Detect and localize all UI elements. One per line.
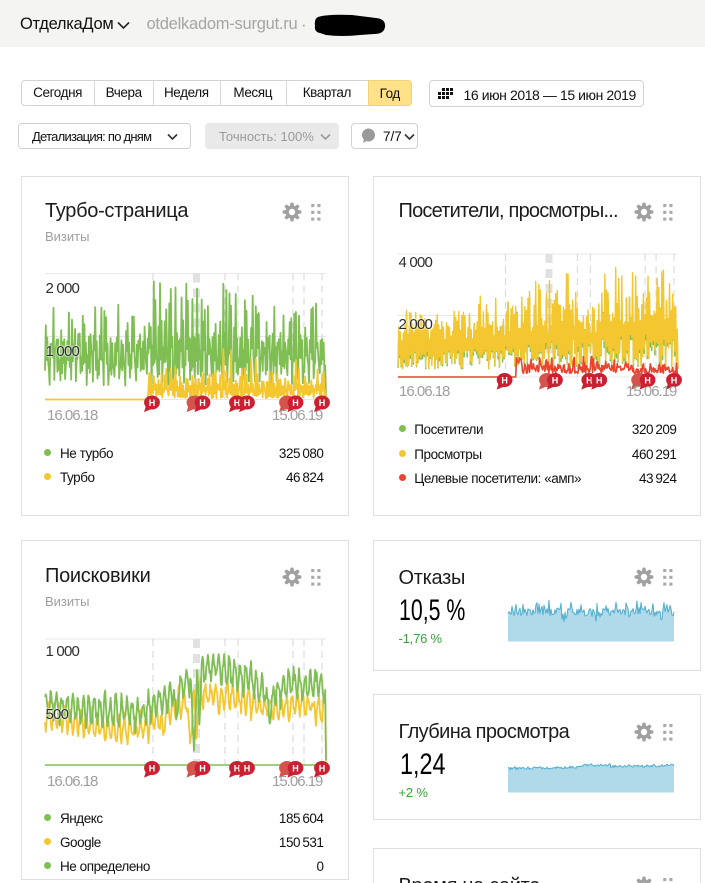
svg-text:Н: Н [292, 398, 299, 408]
svg-text:Н: Н [292, 763, 299, 773]
svg-text:Н: Н [199, 763, 206, 773]
svg-text:Н: Н [319, 763, 326, 773]
svg-text:Н: Н [244, 398, 251, 408]
svg-text:Н: Н [671, 375, 678, 385]
svg-text:Н: Н [501, 375, 508, 385]
svg-text:Н: Н [552, 375, 559, 385]
svg-text:Н: Н [149, 398, 156, 408]
svg-text:Н: Н [199, 398, 206, 408]
svg-text:Н: Н [149, 763, 156, 773]
svg-text:Н: Н [644, 375, 651, 385]
svg-text:Н: Н [586, 375, 593, 385]
svg-text:Н: Н [234, 763, 241, 773]
svg-text:Н: Н [244, 763, 251, 773]
svg-text:Н: Н [234, 398, 241, 408]
svg-text:Н: Н [319, 398, 326, 408]
svg-text:Н: Н [596, 375, 603, 385]
